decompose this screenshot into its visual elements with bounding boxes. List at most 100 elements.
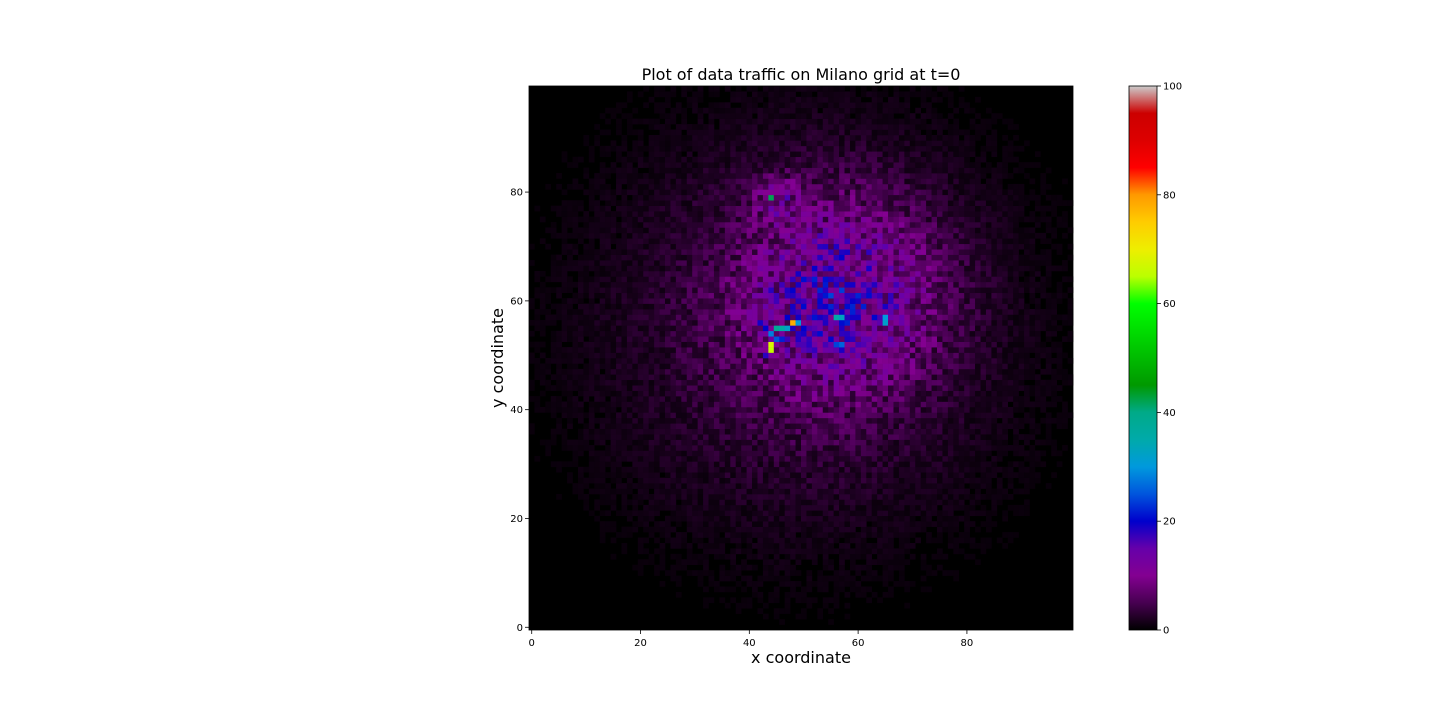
heatmap-cell xyxy=(915,434,921,440)
heatmap-cell xyxy=(833,537,840,544)
heatmap-cell xyxy=(926,352,932,359)
heatmap-cell xyxy=(898,564,905,571)
heatmap-cell xyxy=(708,260,715,266)
heatmap-cell xyxy=(882,352,889,359)
heatmap-cell xyxy=(1051,325,1057,332)
heatmap-cell xyxy=(828,385,834,391)
heatmap-cell xyxy=(762,434,769,440)
heatmap-cell xyxy=(937,341,943,348)
heatmap-cell xyxy=(730,559,737,566)
heatmap-cell xyxy=(550,358,557,364)
heatmap-cell xyxy=(637,260,644,266)
heatmap-cell xyxy=(817,439,824,446)
heatmap-cell xyxy=(844,477,851,484)
heatmap-cell xyxy=(757,597,764,604)
heatmap-cell xyxy=(817,466,824,473)
heatmap-cell xyxy=(920,466,927,473)
heatmap-cell xyxy=(877,325,883,332)
heatmap-cell xyxy=(991,270,998,277)
heatmap-cell xyxy=(806,466,813,473)
heatmap-cell xyxy=(839,358,845,364)
heatmap-cell xyxy=(762,548,769,555)
heatmap-cell xyxy=(746,526,753,533)
heatmap-cell xyxy=(697,466,704,473)
heatmap-cell xyxy=(670,347,677,353)
heatmap-cell xyxy=(795,504,802,511)
heatmap-cell xyxy=(926,564,932,571)
heatmap-cell xyxy=(915,483,921,489)
heatmap-cell xyxy=(1018,477,1025,484)
heatmap-cell xyxy=(898,309,905,315)
heatmap-cell xyxy=(969,374,976,381)
heatmap-cell xyxy=(724,281,731,288)
heatmap-cell xyxy=(779,390,785,397)
heatmap-cell xyxy=(1013,488,1019,495)
heatmap-cell xyxy=(964,270,970,277)
heatmap-cell xyxy=(828,619,834,625)
heatmap-cell xyxy=(599,276,606,283)
heatmap-cell xyxy=(909,260,916,266)
heatmap-cell xyxy=(920,298,927,304)
heatmap-cell xyxy=(947,417,954,424)
heatmap-cell xyxy=(1002,428,1009,435)
heatmap-cell xyxy=(752,483,758,489)
heatmap-cell xyxy=(898,477,905,484)
heatmap-cell xyxy=(975,287,981,294)
heatmap-cell xyxy=(784,396,791,402)
heatmap-cell xyxy=(670,434,677,440)
heatmap-cell xyxy=(958,396,965,402)
heatmap-cell xyxy=(888,434,894,440)
heatmap-cell xyxy=(616,341,622,348)
heatmap-cell xyxy=(665,396,671,402)
heatmap-cell xyxy=(1045,270,1052,277)
heatmap-cell xyxy=(637,548,644,555)
heatmap-cell xyxy=(888,363,894,370)
heatmap-cell xyxy=(980,483,987,489)
heatmap-cell xyxy=(643,401,649,408)
heatmap-cell xyxy=(1062,292,1068,299)
heatmap-cell xyxy=(860,483,867,489)
heatmap-cell xyxy=(964,363,970,370)
heatmap-cell xyxy=(801,281,807,288)
heatmap-cell xyxy=(926,504,932,511)
heatmap-cell xyxy=(953,363,960,370)
heatmap-cell xyxy=(904,488,911,495)
heatmap-cell xyxy=(888,559,894,566)
heatmap-cell xyxy=(768,325,775,332)
heatmap-cell xyxy=(626,401,633,408)
heatmap-cell xyxy=(659,336,666,342)
heatmap-cell xyxy=(877,488,883,495)
heatmap-cell xyxy=(806,455,813,462)
heatmap-cell xyxy=(752,358,758,364)
heatmap-cell xyxy=(969,494,976,500)
heatmap-cell xyxy=(801,461,807,468)
heatmap-cell xyxy=(713,461,720,468)
heatmap-cell xyxy=(860,390,867,397)
heatmap-cell xyxy=(964,298,970,304)
heatmap-cell xyxy=(681,412,688,419)
heatmap-cell xyxy=(947,515,954,522)
heatmap-cell xyxy=(735,287,742,294)
heatmap-cell xyxy=(849,358,856,364)
heatmap-cell xyxy=(616,270,622,277)
heatmap-cell xyxy=(752,591,758,598)
heatmap-cell xyxy=(833,396,840,402)
heatmap-cell xyxy=(605,390,611,397)
heatmap-cell xyxy=(844,483,851,489)
heatmap-cell xyxy=(855,521,862,527)
heatmap-cell xyxy=(556,374,562,381)
heatmap-cell xyxy=(681,309,688,315)
heatmap-cell xyxy=(893,330,900,337)
heatmap-cell xyxy=(654,450,660,457)
heatmap-cell xyxy=(898,390,905,397)
heatmap-cell xyxy=(942,504,949,511)
heatmap-cell xyxy=(686,325,693,332)
heatmap-cell xyxy=(605,303,611,310)
heatmap-cell xyxy=(752,406,758,413)
heatmap-cell xyxy=(545,292,552,299)
heatmap-cell xyxy=(675,309,682,315)
heatmap-cell xyxy=(975,417,981,424)
heatmap-cell xyxy=(839,586,845,593)
heatmap-cell xyxy=(898,412,905,419)
heatmap-cell xyxy=(877,347,883,353)
